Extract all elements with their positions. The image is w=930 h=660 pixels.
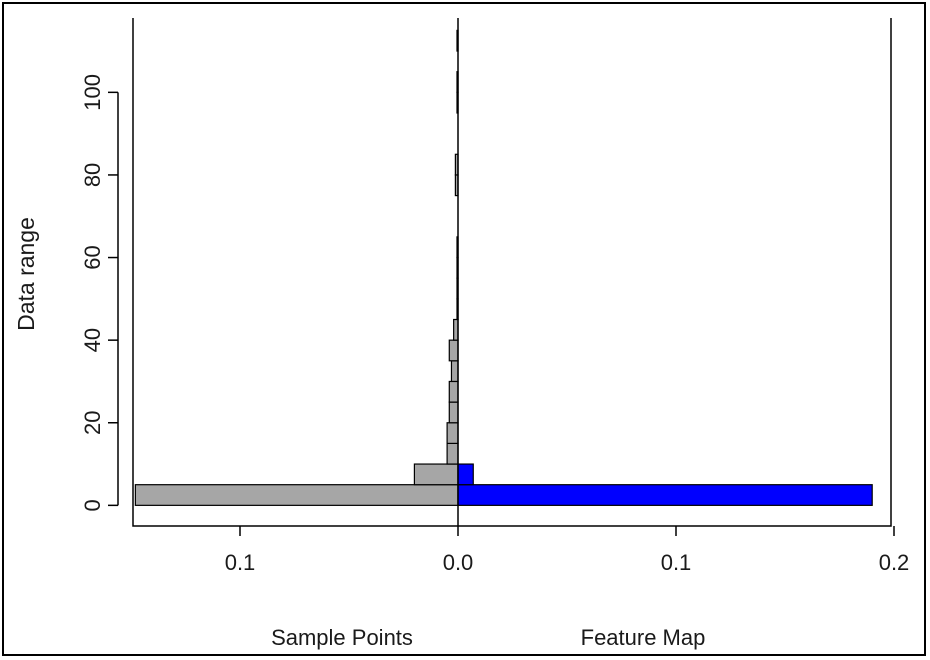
x-tick-label-2: 0.1	[661, 550, 692, 575]
sample-points-bar-1	[413, 463, 459, 486]
plot-box	[132, 18, 892, 527]
y-tick-label-5: 100	[80, 74, 105, 111]
feature-map-bars	[457, 463, 873, 506]
histogram-chart: 0 20 40 60 80 100 0.1 0.0 0.1 0.2 Data range Samp…	[13, 18, 909, 650]
sample-points-bars	[134, 29, 459, 506]
sample-points-bar-3	[446, 422, 459, 444]
x-tick-label-3: 0.2	[879, 550, 910, 575]
sample-points-bar-6	[450, 360, 459, 383]
y-tick-label-4: 80	[80, 163, 105, 187]
y-tick-label-0: 0	[80, 499, 105, 511]
sample-points-bar-5	[448, 380, 459, 403]
y-tick-label-2: 40	[80, 328, 105, 352]
sample-points-bar-2	[446, 442, 459, 465]
y-axis-label: Data range	[13, 217, 39, 331]
sample-points-bar-0	[134, 484, 459, 506]
sample-points-bar-4	[448, 401, 459, 424]
sample-points-bar-7	[448, 339, 459, 362]
x-tick-label-0: 0.1	[225, 550, 256, 575]
y-tick-label-3: 60	[80, 245, 105, 269]
right-series-label: Feature Map	[581, 625, 706, 650]
y-tick-label-1: 20	[80, 411, 105, 435]
feature-map-bar-0	[457, 484, 873, 506]
left-series-label: Sample Points	[271, 625, 413, 650]
axes: 0 20 40 60 80 100 0.1 0.0 0.1 0.2	[80, 18, 909, 575]
feature-map-bar-1	[457, 463, 474, 486]
x-tick-label-1: 0.0	[443, 550, 474, 575]
